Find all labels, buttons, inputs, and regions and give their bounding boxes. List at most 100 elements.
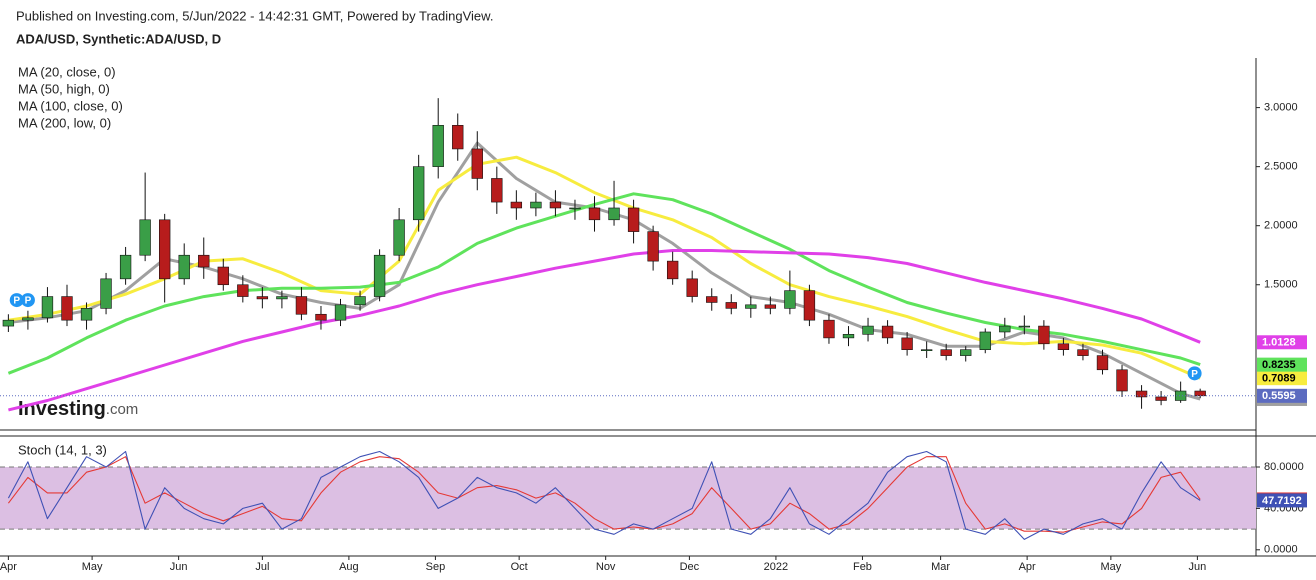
candle-body bbox=[1155, 396, 1167, 401]
legend-entry: MA (100, close, 0) bbox=[18, 98, 123, 113]
candle-body bbox=[569, 207, 581, 210]
candle-body bbox=[764, 304, 777, 309]
x-tick-label: Jun bbox=[170, 561, 188, 573]
candle-body bbox=[960, 349, 972, 356]
x-tick-label: Apr bbox=[1019, 561, 1036, 573]
x-tick-label: Oct bbox=[511, 561, 528, 573]
candle-body bbox=[706, 296, 718, 303]
candle-body bbox=[1096, 355, 1109, 371]
logo-suffix: .com bbox=[106, 401, 139, 418]
value-badge bbox=[1257, 357, 1307, 372]
candle-body bbox=[2, 319, 15, 327]
candle-body bbox=[237, 284, 249, 297]
x-tick-label: Jul bbox=[255, 561, 269, 573]
candle-body bbox=[1038, 325, 1050, 345]
y-tick-label: 0.0000 bbox=[1264, 544, 1298, 556]
candle-body bbox=[1135, 390, 1148, 398]
candle-body bbox=[725, 302, 737, 309]
chart-title: ADA/USD, Synthetic:ADA/USD, D bbox=[16, 31, 221, 46]
candle-body bbox=[745, 304, 757, 309]
candle-body bbox=[373, 254, 386, 297]
indicator-title: Stoch (14, 1, 3) bbox=[18, 442, 107, 457]
candle-body bbox=[901, 337, 913, 350]
value-badge-label: 0.8235 bbox=[1262, 359, 1296, 371]
candle-body bbox=[452, 125, 464, 150]
candle-body bbox=[647, 231, 659, 262]
candle-body bbox=[334, 304, 347, 321]
candle-body bbox=[784, 290, 796, 309]
candle-body bbox=[510, 201, 523, 209]
x-tick-label: May bbox=[82, 561, 103, 573]
series-line bbox=[7, 450, 1201, 540]
logo: Investing.com bbox=[18, 398, 138, 420]
candle-body bbox=[139, 219, 151, 256]
value-badge-label: 47.7192 bbox=[1262, 495, 1302, 507]
value-badge bbox=[1257, 493, 1307, 508]
x-tick-label: Feb bbox=[853, 561, 872, 573]
candle-body bbox=[842, 334, 855, 339]
x-tick-label: Jun bbox=[1189, 561, 1207, 573]
candle-body bbox=[862, 325, 874, 335]
value-badge bbox=[1257, 335, 1307, 350]
candle-body bbox=[295, 296, 308, 315]
plot-area bbox=[2, 98, 1206, 412]
event-label: P bbox=[25, 296, 32, 307]
event-marker bbox=[9, 293, 24, 308]
value-badge-label: 0.5595 bbox=[1262, 390, 1296, 402]
x-tick-label: Dec bbox=[680, 561, 700, 573]
candle-body bbox=[549, 201, 562, 209]
x-tick-label: Apr bbox=[0, 561, 17, 573]
candle-body bbox=[217, 266, 229, 286]
candle-body bbox=[823, 319, 835, 339]
y-tick-label: 1.5000 bbox=[1264, 279, 1298, 291]
x-tick-label: Aug bbox=[339, 561, 359, 573]
candle-body bbox=[920, 349, 933, 351]
event-label: P bbox=[1191, 369, 1198, 380]
candle-body bbox=[491, 178, 503, 203]
candle-body bbox=[608, 207, 620, 221]
candle-body bbox=[1174, 390, 1187, 401]
candle-body bbox=[432, 125, 444, 167]
candle-body bbox=[354, 296, 366, 306]
x-tick-label: 2022 bbox=[764, 561, 788, 573]
y-tick-label: 2.0000 bbox=[1264, 220, 1298, 232]
candle-body bbox=[1057, 343, 1070, 350]
candle-body bbox=[393, 219, 405, 256]
candle-body bbox=[979, 331, 991, 350]
candle-body bbox=[315, 313, 327, 321]
x-tick-label: May bbox=[1100, 561, 1121, 573]
candle-body bbox=[159, 219, 171, 280]
legend-entry: MA (200, low, 0) bbox=[18, 115, 111, 130]
value-badge bbox=[1257, 388, 1307, 403]
candle-body bbox=[1018, 325, 1031, 328]
series-line bbox=[8, 249, 1201, 412]
candle-body bbox=[1116, 369, 1128, 392]
candle-body bbox=[256, 296, 269, 300]
candle-body bbox=[100, 278, 112, 309]
legend-entry: MA (50, high, 0) bbox=[18, 81, 110, 96]
candle-body bbox=[471, 148, 483, 179]
candle-body bbox=[119, 254, 132, 280]
event-marker bbox=[1187, 366, 1202, 381]
candle-body bbox=[61, 296, 73, 321]
candle-body bbox=[276, 296, 288, 300]
candle-body bbox=[178, 254, 190, 280]
candle-body bbox=[588, 207, 601, 221]
logo-main: Investing bbox=[18, 398, 106, 420]
header: Published on Investing.com, 5/Jun/2022 -… bbox=[16, 8, 493, 23]
y-tick-label: 2.5000 bbox=[1264, 161, 1298, 173]
candle-body bbox=[686, 278, 698, 297]
candle-body bbox=[627, 207, 640, 232]
series-line bbox=[7, 456, 1201, 533]
value-badge bbox=[1257, 371, 1307, 386]
candle-body bbox=[940, 349, 952, 356]
candle-body bbox=[666, 260, 679, 280]
y-tick-label: 80.0000 bbox=[1264, 461, 1304, 473]
legend-entry: MA (20, close, 0) bbox=[18, 64, 116, 79]
candle-body bbox=[1077, 349, 1089, 356]
candle-body bbox=[803, 290, 816, 321]
event-label: P bbox=[13, 296, 20, 307]
x-tick-label: Mar bbox=[931, 561, 950, 573]
